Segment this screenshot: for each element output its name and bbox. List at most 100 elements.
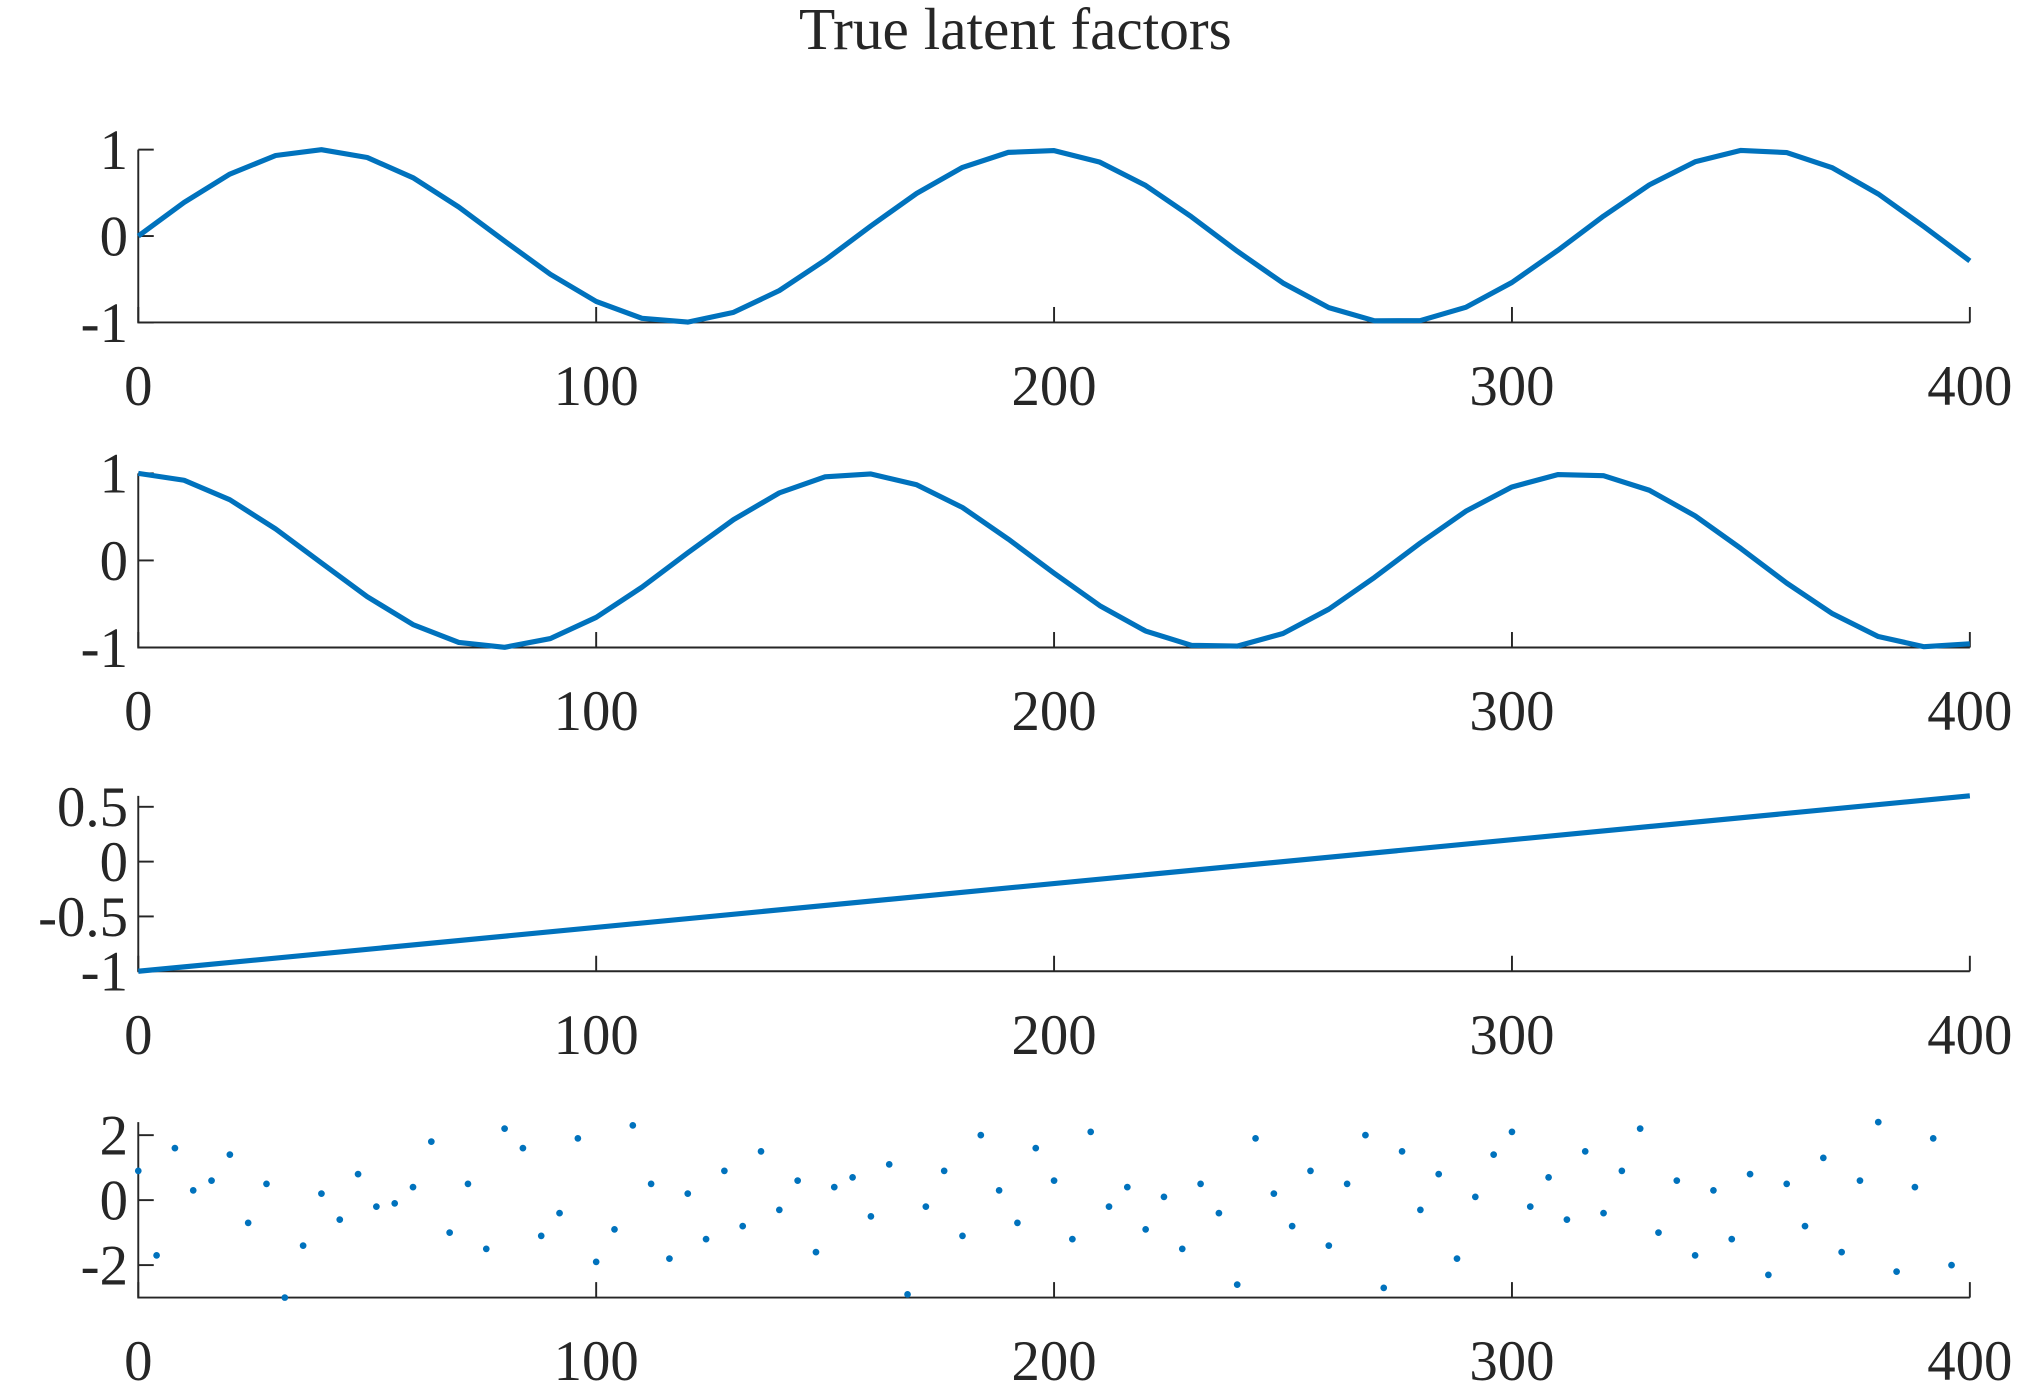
- data-point: [1160, 1193, 1168, 1201]
- data-point: [1471, 1193, 1479, 1201]
- y-tick-label: -1: [81, 292, 128, 355]
- data-point: [666, 1255, 673, 1262]
- data-point: [1215, 1209, 1223, 1217]
- data-point: [1453, 1255, 1461, 1262]
- x-tick-label: 100: [554, 1004, 639, 1067]
- data-point: [794, 1177, 801, 1184]
- data-point: [464, 1180, 472, 1188]
- x-tick-label: 200: [1012, 355, 1097, 418]
- data-point: [1911, 1183, 1919, 1191]
- data-point: [336, 1216, 344, 1223]
- data-point: [1288, 1222, 1296, 1230]
- data-point: [1636, 1125, 1644, 1133]
- data-line: [137, 470, 1971, 650]
- x-tick-label: 300: [1469, 1004, 1554, 1067]
- data-point: [1325, 1242, 1333, 1249]
- data-point: [1783, 1180, 1791, 1188]
- data-point: [647, 1180, 655, 1188]
- x-tick-label: 0: [124, 1004, 152, 1067]
- y-tick-label: 0: [100, 530, 128, 593]
- data-point: [1178, 1245, 1186, 1253]
- data-point: [611, 1226, 618, 1233]
- data-point: [812, 1248, 820, 1256]
- data-point: [519, 1144, 527, 1152]
- data-point: [867, 1213, 875, 1220]
- data-point: [684, 1190, 692, 1197]
- data-point: [373, 1203, 380, 1210]
- data-point: [1691, 1251, 1699, 1259]
- data-line: [136, 147, 1972, 325]
- x-tick-label: 300: [1469, 1330, 1554, 1384]
- y-tick-label: 0.5: [57, 776, 128, 839]
- data-point: [318, 1190, 325, 1197]
- data-point: [1123, 1183, 1131, 1191]
- data-point: [1490, 1151, 1497, 1159]
- data-point: [702, 1235, 710, 1243]
- data-point: [1838, 1248, 1845, 1256]
- data-point: [1948, 1261, 1955, 1269]
- data-point: [721, 1167, 728, 1175]
- data-point: [1197, 1180, 1204, 1188]
- data-point: [1270, 1190, 1278, 1197]
- x-tick-label: 100: [554, 680, 639, 743]
- y-tick-label: 1: [100, 119, 128, 182]
- data-point: [263, 1180, 270, 1188]
- data-point: [1581, 1148, 1589, 1155]
- data-point: [1014, 1219, 1021, 1227]
- data-point: [1069, 1235, 1076, 1243]
- data-line: [138, 793, 1971, 974]
- chart-title: True latent factors: [799, 0, 1232, 62]
- data-point: [1307, 1167, 1314, 1175]
- x-tick-label: 400: [1927, 680, 2012, 743]
- data-point: [409, 1183, 417, 1191]
- data-point: [592, 1258, 600, 1266]
- data-point: [1417, 1206, 1424, 1214]
- x-tick-label: 400: [1927, 1004, 2012, 1067]
- y-tick-label: 1: [100, 443, 128, 506]
- data-point: [629, 1122, 637, 1129]
- data-point: [244, 1219, 252, 1227]
- data-point: [1380, 1284, 1388, 1292]
- data-point: [446, 1229, 453, 1236]
- x-tick-label: 400: [1927, 355, 2012, 418]
- y-tick-label: 2: [100, 1105, 128, 1168]
- data-point: [574, 1135, 582, 1142]
- data-point: [775, 1206, 783, 1214]
- x-tick-label: 300: [1469, 680, 1554, 743]
- x-tick-label: 100: [554, 355, 639, 418]
- data-point: [1545, 1174, 1552, 1181]
- data-point: [391, 1200, 399, 1207]
- x-tick-label: 200: [1012, 680, 1097, 743]
- x-tick-label: 300: [1469, 355, 1554, 418]
- data-point: [1765, 1271, 1772, 1279]
- data-point: [427, 1138, 435, 1146]
- data-point: [537, 1232, 545, 1240]
- y-tick-label: -2: [81, 1234, 128, 1297]
- data-point: [1050, 1177, 1058, 1184]
- data-point: [501, 1125, 508, 1133]
- data-point: [1252, 1135, 1259, 1142]
- data-point: [1032, 1144, 1040, 1152]
- data-point: [153, 1251, 160, 1259]
- data-point: [226, 1151, 234, 1159]
- x-tick-label: 100: [554, 1330, 639, 1384]
- data-point: [757, 1148, 765, 1155]
- data-point: [1508, 1128, 1516, 1136]
- data-point: [171, 1144, 179, 1152]
- y-tick-label: -1: [81, 617, 128, 680]
- data-point: [1526, 1203, 1534, 1210]
- data-point: [1893, 1268, 1900, 1275]
- x-tick-label: 0: [124, 680, 152, 743]
- data-point: [482, 1245, 490, 1253]
- data-point: [556, 1209, 563, 1217]
- data-point: [1728, 1235, 1736, 1243]
- data-point: [1600, 1209, 1607, 1217]
- data-point: [940, 1167, 948, 1175]
- data-point: [959, 1232, 966, 1240]
- data-point: [1343, 1180, 1351, 1188]
- data-point: [1563, 1216, 1571, 1223]
- data-point: [885, 1161, 893, 1168]
- data-point: [739, 1222, 747, 1230]
- data-point: [1618, 1167, 1626, 1175]
